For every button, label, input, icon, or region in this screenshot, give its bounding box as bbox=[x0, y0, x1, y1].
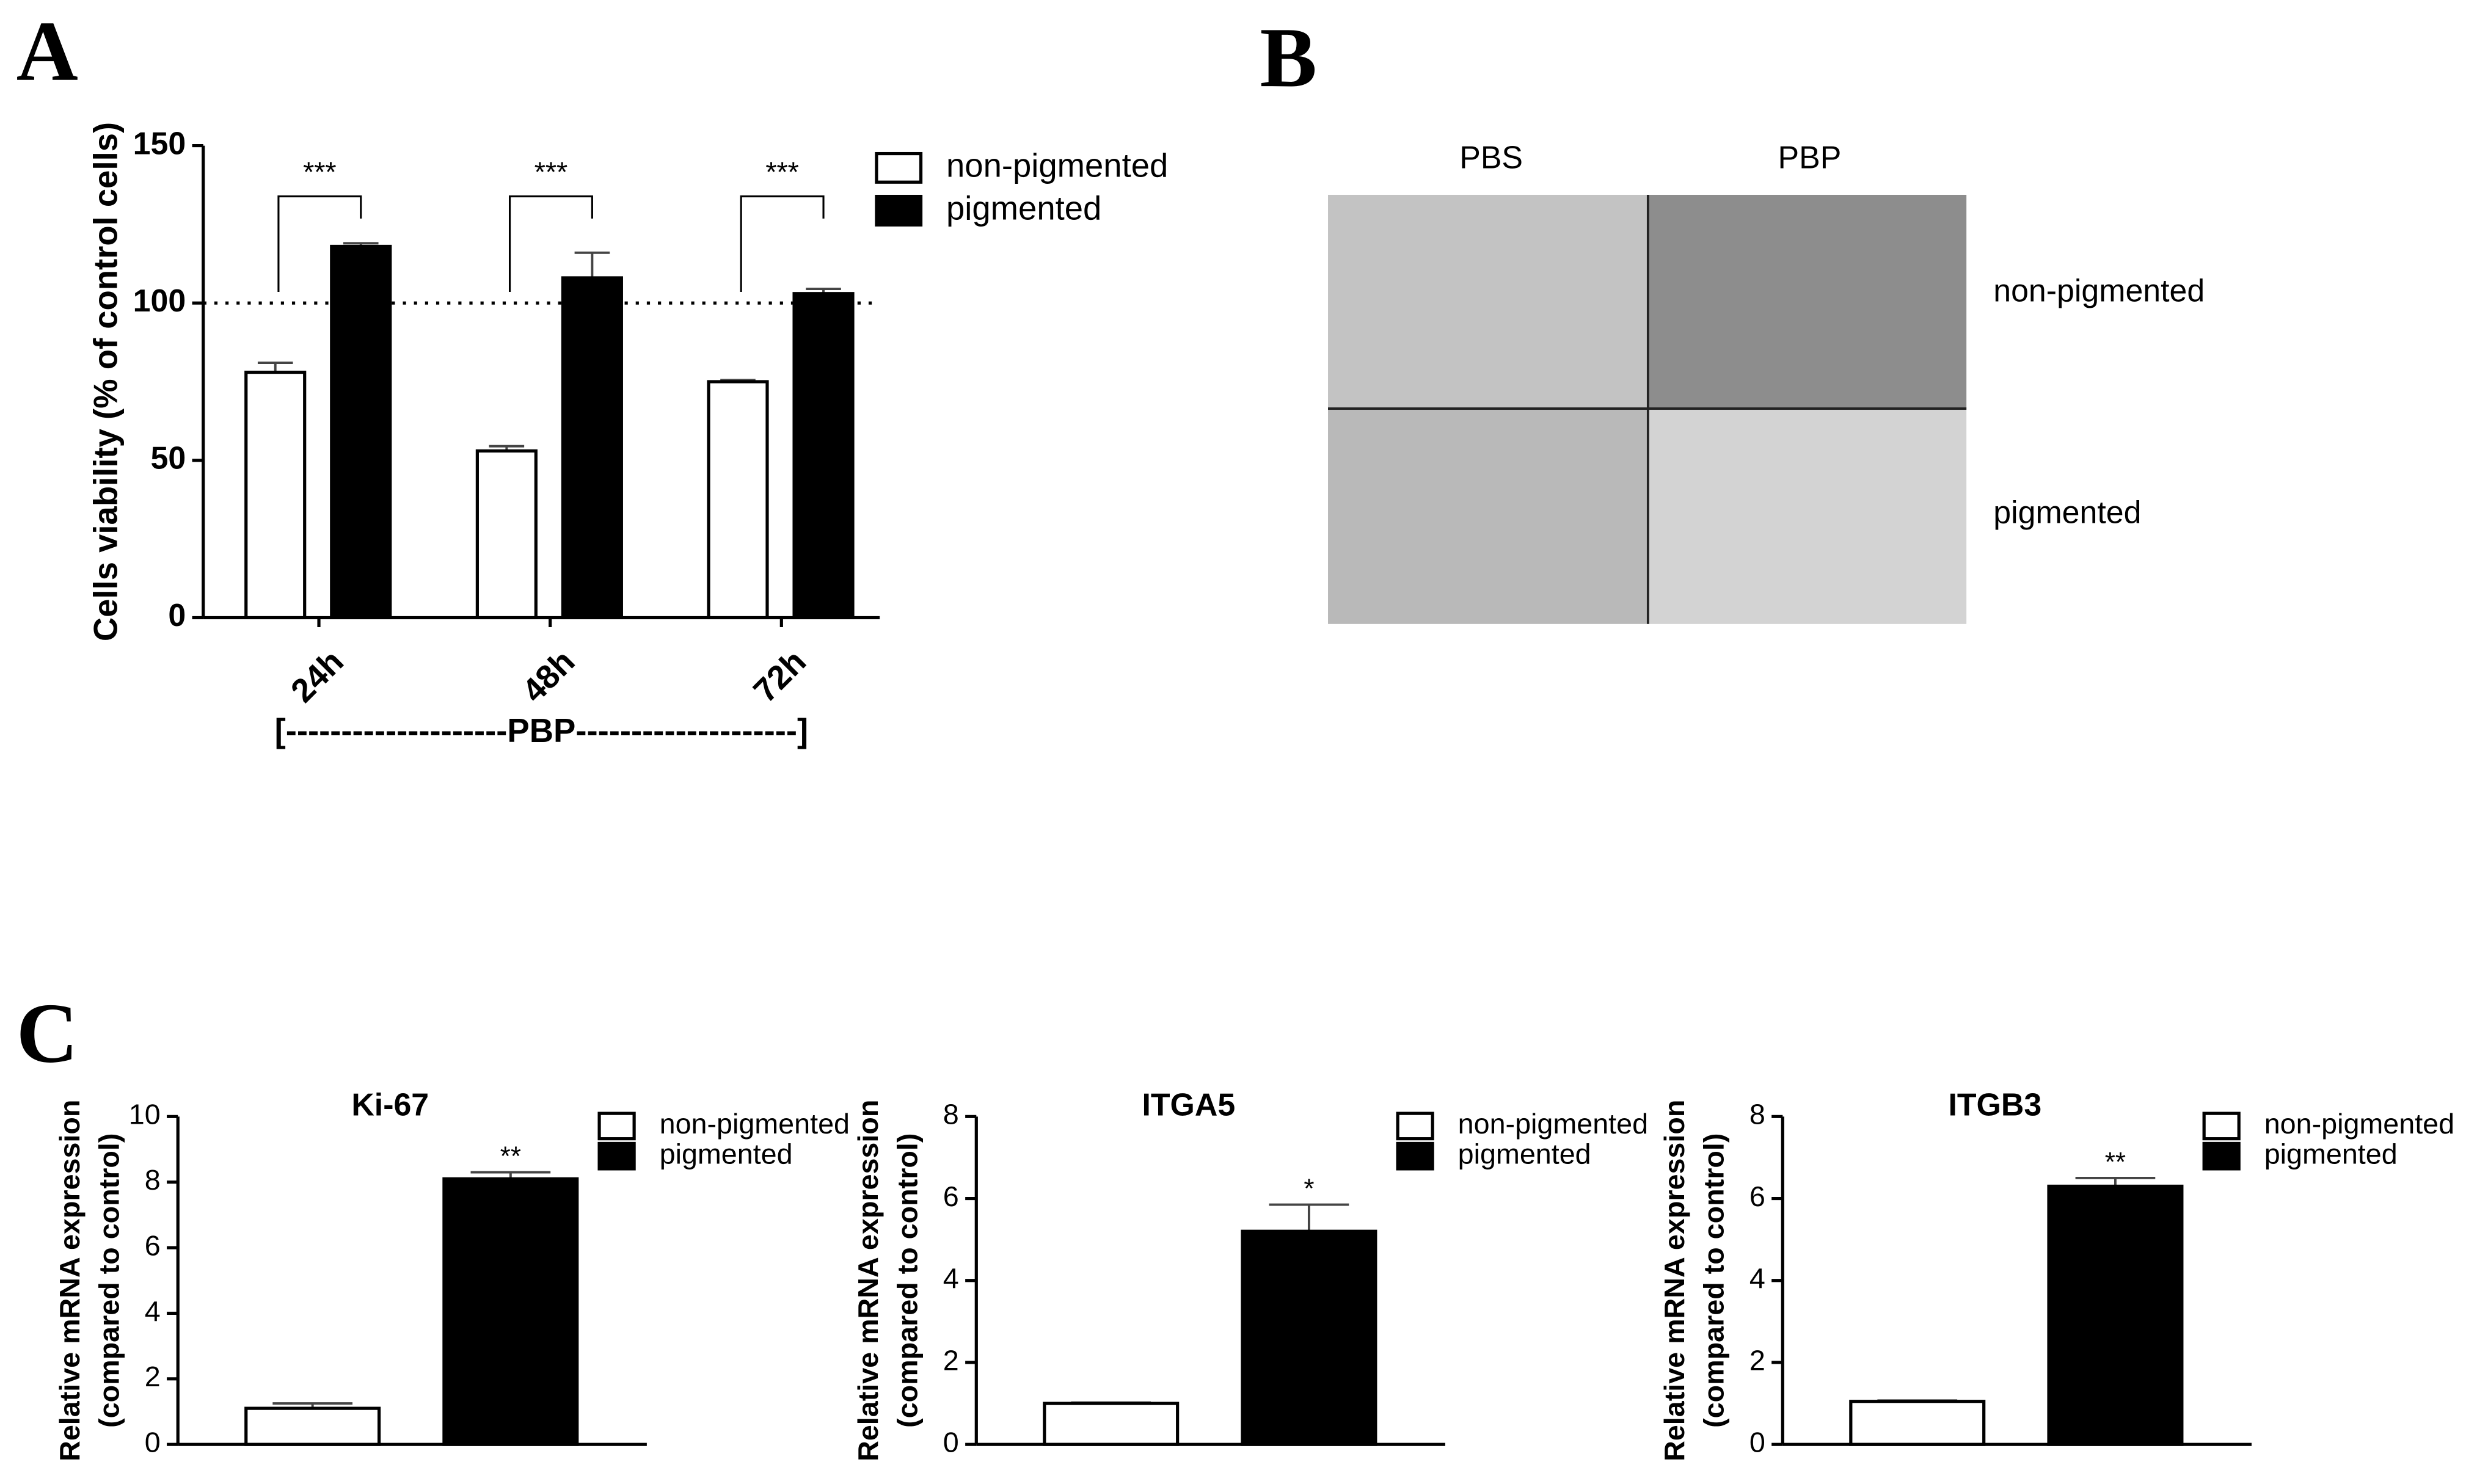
y-tick-label: 10 bbox=[129, 1099, 161, 1130]
panel-label: A bbox=[16, 4, 78, 99]
chart: 0 2 4 6 8 Relative mRNA expression (compared t… bbox=[852, 1086, 1648, 1461]
legend-swatch bbox=[2202, 1111, 2241, 1141]
y-tick-label: 4 bbox=[145, 1295, 161, 1327]
micrograph bbox=[1647, 194, 1967, 409]
legend-swatch bbox=[875, 194, 923, 227]
column-label: PBS bbox=[1459, 140, 1523, 175]
bar bbox=[707, 380, 769, 620]
y-axis-label: Relative mRNA expression bbox=[1658, 1100, 1690, 1461]
chart-title: ITGA5 bbox=[1142, 1086, 1235, 1122]
y-axis-label: (compared to control) bbox=[892, 1133, 924, 1428]
legend-swatch bbox=[1396, 1141, 1434, 1171]
bar bbox=[561, 276, 623, 620]
y-tick-label: 6 bbox=[145, 1229, 161, 1261]
y-tick-label: 8 bbox=[145, 1164, 161, 1196]
bar bbox=[330, 244, 392, 620]
legend-swatch bbox=[2202, 1141, 2241, 1171]
legend-swatch bbox=[597, 1141, 636, 1171]
y-tick-label: 2 bbox=[943, 1344, 959, 1376]
y-tick-label: 6 bbox=[943, 1180, 959, 1212]
chart: C 0 2 4 6 8 10 Relative mRNA expression (compare… bbox=[16, 986, 850, 1461]
y-tick-label: 2 bbox=[1749, 1344, 1765, 1376]
significance-bracket bbox=[508, 195, 593, 293]
legend-label: non-pigmented bbox=[946, 147, 1168, 184]
legend-swatch bbox=[875, 151, 923, 184]
legend-label: non-pigmented bbox=[2264, 1108, 2454, 1140]
panel-label: C bbox=[16, 986, 78, 1081]
column-label: PBP bbox=[1778, 140, 1842, 175]
legend-label: pigmented bbox=[660, 1138, 793, 1169]
bar bbox=[2047, 1184, 2184, 1446]
legend-label: pigmented bbox=[2264, 1138, 2398, 1169]
legend-label: pigmented bbox=[946, 189, 1101, 227]
significance-label: * bbox=[1304, 1174, 1314, 1204]
bar bbox=[442, 1177, 579, 1446]
y-axis-label: Relative mRNA expression bbox=[54, 1100, 86, 1461]
significance-label: *** bbox=[534, 156, 568, 188]
y-tick-label: 0 bbox=[943, 1426, 959, 1458]
chart-title: Ki-67 bbox=[351, 1086, 429, 1122]
image-panel: B PBS PBP non-pigmented pigmented bbox=[1260, 10, 2205, 624]
significance-label: *** bbox=[765, 156, 799, 188]
y-axis-label: (compared to control) bbox=[1698, 1133, 1730, 1428]
legend-swatch bbox=[1396, 1111, 1434, 1141]
y-tick-label: 4 bbox=[943, 1262, 959, 1294]
bar bbox=[475, 449, 538, 620]
y-tick-label: 8 bbox=[1749, 1099, 1765, 1130]
y-tick-label: 2 bbox=[145, 1361, 161, 1392]
y-tick-label: 6 bbox=[1749, 1180, 1765, 1212]
significance-bracket bbox=[277, 195, 362, 293]
bar bbox=[244, 1406, 381, 1446]
chart-title: ITGB3 bbox=[1948, 1086, 2041, 1122]
bar bbox=[244, 370, 307, 620]
bar bbox=[1241, 1229, 1377, 1446]
legend-label: non-pigmented bbox=[1458, 1108, 1648, 1140]
legend-label: non-pigmented bbox=[660, 1108, 850, 1140]
legend-label: pigmented bbox=[1458, 1138, 1591, 1169]
y-tick-label: 0 bbox=[1749, 1426, 1765, 1458]
micrograph bbox=[1647, 409, 1967, 624]
legend-swatch bbox=[597, 1111, 636, 1141]
bar bbox=[1849, 1400, 1986, 1446]
y-tick-label: 50 bbox=[151, 440, 186, 476]
y-tick-label: 150 bbox=[133, 125, 186, 161]
y-axis-label: (compared to control) bbox=[93, 1133, 125, 1428]
significance-bracket bbox=[740, 195, 825, 293]
y-axis-label: Cells viability (% of control cells) bbox=[87, 122, 125, 641]
y-axis-label: Relative mRNA expression bbox=[852, 1100, 884, 1461]
y-tick-label: 8 bbox=[943, 1099, 959, 1130]
y-tick-label: 0 bbox=[145, 1426, 161, 1458]
panel-label: B bbox=[1260, 10, 1317, 105]
y-tick-label: 4 bbox=[1749, 1262, 1765, 1294]
y-tick-label: 100 bbox=[133, 283, 186, 318]
bar bbox=[1043, 1402, 1180, 1446]
chart: 0 2 4 6 8 Relative mRNA expression (compared t… bbox=[1658, 1086, 2454, 1461]
row-label: pigmented bbox=[1993, 495, 2141, 530]
x-axis-label: [--------------------PBP----------------… bbox=[275, 712, 809, 749]
y-tick-label: 0 bbox=[168, 597, 186, 633]
significance-label: *** bbox=[303, 156, 337, 188]
significance-label: ** bbox=[2105, 1147, 2126, 1177]
row-label: non-pigmented bbox=[1993, 272, 2205, 308]
micrograph bbox=[1328, 194, 1648, 409]
significance-label: ** bbox=[500, 1141, 521, 1171]
micrograph bbox=[1328, 409, 1648, 624]
bar bbox=[792, 292, 855, 620]
